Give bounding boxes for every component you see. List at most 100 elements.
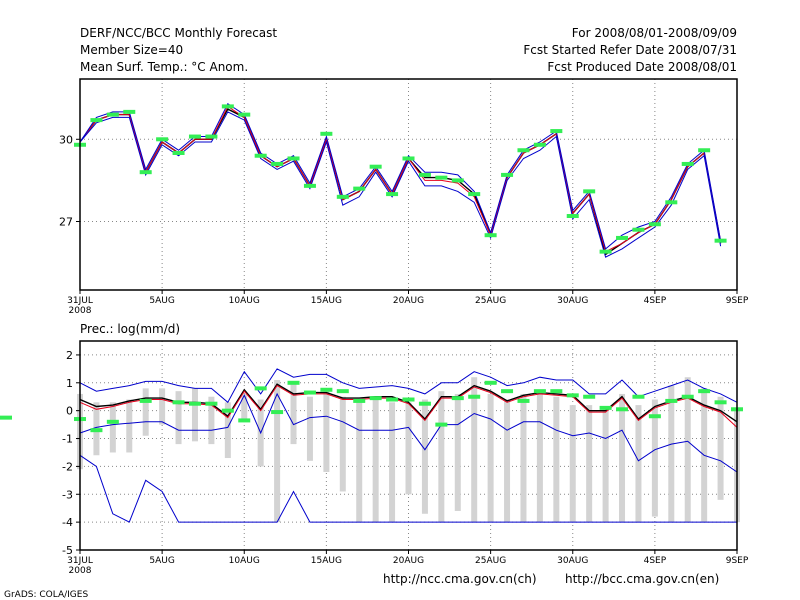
observed-marker — [632, 227, 645, 232]
spread-bar — [438, 391, 445, 523]
observed-marker — [205, 401, 218, 406]
x-tick-label: 31JUL — [67, 296, 93, 306]
y-tick-label: -4 — [62, 516, 73, 529]
spread-bar — [471, 377, 478, 523]
x-tick-label: 25AUG — [475, 296, 506, 306]
observed-marker — [254, 386, 267, 391]
variable-label: Mean Surf. Temp.: °C Anom. — [80, 60, 248, 74]
observed-marker — [418, 401, 431, 406]
ncc-url-link[interactable]: http://ncc.cma.gov.cn(ch) — [383, 572, 537, 586]
observed-marker — [369, 164, 382, 169]
forecast-period: For 2008/08/01-2008/09/09 — [572, 26, 737, 40]
observed-marker — [336, 194, 349, 199]
observed-marker — [238, 418, 251, 423]
observed-marker — [533, 389, 546, 394]
y-tick-label: 0 — [66, 405, 73, 418]
spread-bar — [602, 407, 609, 523]
grads-credit: GrADS: COLA/IGES — [4, 590, 88, 600]
observed-marker — [648, 222, 661, 227]
observed-marker — [648, 414, 661, 419]
observed-marker — [468, 192, 481, 197]
observed-marker — [566, 214, 579, 219]
observed-marker — [369, 396, 382, 401]
x-tick-label: 4SEP — [644, 296, 667, 306]
spread-bar — [405, 402, 412, 495]
x-tick-label: 9SEP — [726, 296, 749, 306]
observed-marker — [632, 394, 645, 399]
plot-frame — [79, 78, 738, 291]
x-tick-label: 30AUG — [557, 296, 588, 306]
x-tick-label: 15AUG — [311, 296, 342, 306]
observed-marker — [517, 398, 530, 403]
observed-marker — [698, 389, 711, 394]
observed-marker — [271, 410, 284, 415]
y-tick-label: 2 — [66, 349, 73, 362]
y-tick-label: -1 — [62, 433, 73, 446]
y-tick-label: -3 — [62, 488, 73, 501]
observed-marker — [172, 150, 185, 155]
forecast-title: DERF/NCC/BCC Monthly Forecast — [80, 26, 277, 40]
observed-marker — [336, 389, 349, 394]
observed-marker — [550, 129, 563, 134]
y-tick-label: 27 — [59, 215, 73, 228]
observed-marker — [90, 428, 103, 433]
observed-marker — [484, 380, 497, 385]
observed-marker — [418, 172, 431, 177]
observed-marker — [566, 393, 579, 398]
observed-marker — [106, 112, 119, 117]
spread-bar — [504, 399, 511, 523]
x-tick-label: 9SEP — [726, 556, 749, 566]
x-tick-label: 25AUG — [475, 556, 506, 566]
spread-bar — [208, 396, 215, 445]
member-size: Member Size=40 — [80, 43, 183, 57]
spread-bar — [290, 382, 297, 445]
observed-marker — [402, 156, 415, 161]
observed-marker — [188, 134, 201, 139]
observed-marker — [435, 175, 448, 180]
spread-bar — [586, 405, 593, 523]
spread-bar — [191, 388, 198, 442]
series-line-mean — [79, 108, 722, 256]
observed-marker — [451, 178, 464, 183]
observed-marker — [221, 104, 234, 109]
y-tick-label: -5 — [62, 544, 73, 557]
spread-bar — [536, 393, 543, 523]
spread-bar — [520, 393, 527, 523]
observed-marker — [386, 192, 399, 197]
x-tick-label: 4SEP — [644, 556, 667, 566]
spread-bar — [306, 396, 313, 461]
bcc-url-link[interactable]: http://bcc.cma.gov.cn(en) — [565, 572, 719, 586]
x-tick-label: 5AUG — [149, 556, 174, 566]
observed-marker — [188, 401, 201, 406]
spread-bar — [356, 402, 363, 523]
produced-date: Fcst Produced Date 2008/08/01 — [547, 60, 737, 74]
observed-marker — [0, 415, 12, 420]
observed-marker — [616, 407, 629, 412]
spread-bar — [224, 402, 231, 459]
observed-marker — [221, 408, 234, 413]
observed-marker — [451, 396, 464, 401]
x-tick-label: 10AUG — [229, 296, 260, 306]
observed-marker — [303, 390, 316, 395]
spread-bar — [717, 396, 724, 500]
observed-marker — [353, 398, 366, 403]
spread-bar — [323, 388, 330, 472]
observed-marker — [106, 419, 119, 424]
observed-marker — [90, 118, 103, 123]
x-tick-year: 2008 — [69, 566, 92, 576]
spread-bar — [159, 388, 166, 425]
series-line-median — [79, 105, 722, 253]
series-line-lower — [79, 392, 738, 473]
x-tick-label: 30AUG — [557, 556, 588, 566]
observed-marker — [583, 189, 596, 194]
observed-marker — [271, 161, 284, 166]
spread-bar — [487, 393, 494, 523]
spread-bar — [421, 399, 428, 514]
spread-bar — [372, 396, 379, 523]
spread-bar — [684, 377, 691, 523]
observed-marker — [714, 400, 727, 405]
x-tick-year: 2008 — [69, 306, 92, 316]
x-tick-label: 5AUG — [149, 296, 174, 306]
